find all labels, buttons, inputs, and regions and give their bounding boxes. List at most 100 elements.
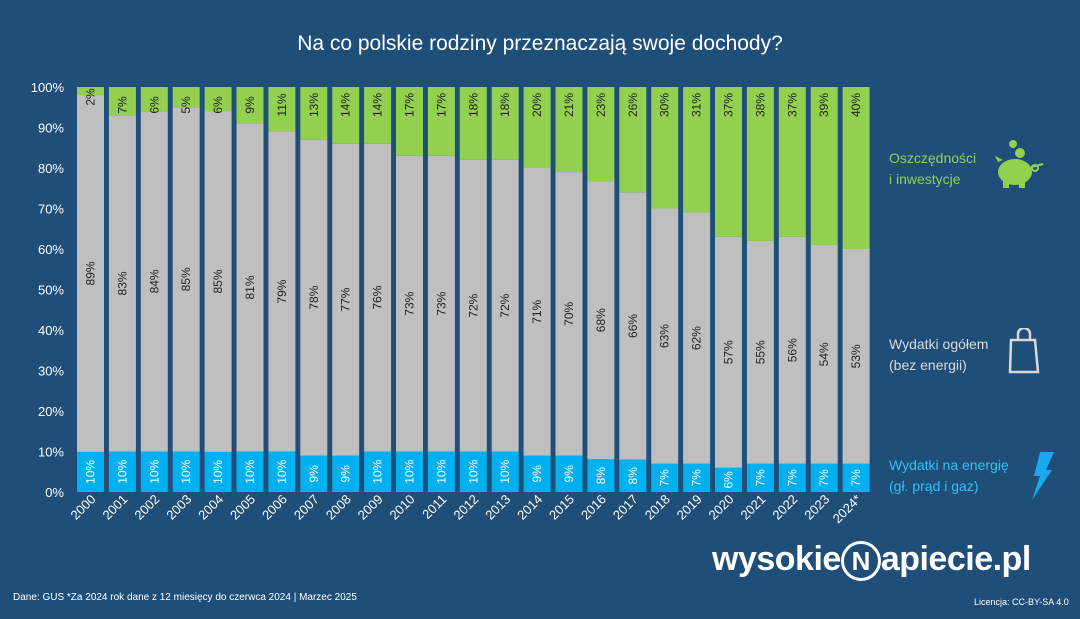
bar-segment <box>364 451 392 492</box>
data-label: 10% <box>498 459 512 483</box>
bar-segment <box>683 87 711 213</box>
x-tick-label: 2008 <box>323 492 354 523</box>
data-label: 14% <box>339 93 353 117</box>
data-label: 17% <box>403 93 417 117</box>
legend-savings: Oszczędności i inwestycje <box>889 148 976 190</box>
data-label: 2% <box>84 88 98 106</box>
bar-segment <box>555 455 583 492</box>
data-label: 7% <box>817 469 831 487</box>
bar-segment <box>204 111 232 452</box>
data-label: 10% <box>147 459 161 483</box>
data-label: 11% <box>275 93 289 116</box>
bar-segment <box>683 212 711 464</box>
data-label: 73% <box>434 291 448 315</box>
bar-segment <box>715 236 742 468</box>
data-label: 8% <box>594 467 608 485</box>
data-label: 8% <box>626 467 640 485</box>
bar-segment <box>810 87 838 245</box>
data-label: 72% <box>498 293 512 317</box>
data-label: 9% <box>307 465 321 483</box>
data-label: 10% <box>84 460 98 484</box>
bar-segment <box>491 451 519 492</box>
data-label: 17% <box>434 93 448 117</box>
y-tick-label: 10% <box>38 445 64 460</box>
bar-segment <box>523 87 551 168</box>
x-tick-label: 2022 <box>769 492 800 523</box>
data-label: 10% <box>179 459 193 483</box>
bar-segment <box>715 467 742 492</box>
bar-segment <box>396 451 423 492</box>
bar-segment <box>77 95 104 452</box>
data-label: 70% <box>562 301 576 325</box>
bar-segment <box>268 451 296 492</box>
y-tick-label: 60% <box>38 242 64 257</box>
data-label: 54% <box>817 342 831 366</box>
bar-segment <box>491 87 519 160</box>
data-label: 9% <box>530 465 544 483</box>
legend-savings-line1: Oszczędności <box>889 150 977 166</box>
data-label: 26% <box>626 93 640 117</box>
data-label: 66% <box>626 314 640 338</box>
data-label: 81% <box>243 275 257 299</box>
bar-segment <box>332 87 360 144</box>
bar-segment <box>172 107 200 452</box>
data-label: 10% <box>243 459 257 483</box>
data-label: 40% <box>849 93 863 117</box>
data-label: 72% <box>466 293 480 317</box>
x-tick-label: 2020 <box>706 492 737 523</box>
bar-segment <box>587 87 615 182</box>
x-tick-label: 2023 <box>801 492 832 523</box>
bar-segment <box>459 87 487 160</box>
data-label: 53% <box>849 344 863 368</box>
data-label: 7% <box>690 469 704 487</box>
bar-segment <box>491 159 519 452</box>
data-label: 89% <box>84 261 98 285</box>
data-label: 57% <box>722 340 736 364</box>
license-note: Licencja: CC-BY-SA 4.0 <box>974 597 1069 607</box>
bar-segment <box>651 87 679 209</box>
shopping-bag-icon <box>1008 328 1040 374</box>
bar-segment <box>746 463 774 492</box>
x-tick-label: 2000 <box>68 492 99 523</box>
data-label: 38% <box>753 93 767 117</box>
bar-segment <box>427 451 455 492</box>
bar-segment <box>108 451 136 492</box>
bar-segment <box>523 455 551 492</box>
bar-segment <box>842 249 870 464</box>
y-tick-label: 0% <box>45 485 64 500</box>
x-tick-label: 2012 <box>450 492 481 523</box>
bar-segment <box>746 240 774 464</box>
x-tick-label: 2013 <box>482 492 513 523</box>
bar-segment <box>172 87 200 108</box>
y-tick-label: 70% <box>38 202 64 217</box>
data-label: 76% <box>371 285 385 309</box>
bar-segment <box>300 87 328 140</box>
bar-segment <box>140 87 168 112</box>
data-label: 10% <box>466 459 480 483</box>
y-tick-label: 90% <box>38 121 64 136</box>
data-label: 10% <box>434 459 448 483</box>
bar-segment <box>236 87 264 124</box>
data-label: 10% <box>371 459 385 483</box>
bar-segment <box>300 139 328 456</box>
bar-segment <box>523 168 551 456</box>
data-label: 20% <box>530 93 544 117</box>
data-label: 37% <box>785 93 799 117</box>
data-label: 85% <box>179 267 193 291</box>
bar-segment <box>396 155 423 452</box>
lightning-icon <box>1032 452 1054 500</box>
y-tick-label: 30% <box>38 364 64 379</box>
data-label: 10% <box>403 459 417 483</box>
bar-segment <box>140 111 168 452</box>
bar-segment <box>555 172 583 456</box>
data-label: 56% <box>785 338 799 362</box>
data-label: 73% <box>403 291 417 315</box>
data-label: 23% <box>594 93 608 117</box>
bar-segment <box>332 455 360 492</box>
data-label: 31% <box>690 93 704 117</box>
data-label: 6% <box>722 471 736 489</box>
data-label: 7% <box>785 469 799 487</box>
bar-segment <box>842 87 870 249</box>
data-label: 55% <box>753 340 767 364</box>
legend-energy-line1: Wydatki na energię <box>889 457 1009 473</box>
